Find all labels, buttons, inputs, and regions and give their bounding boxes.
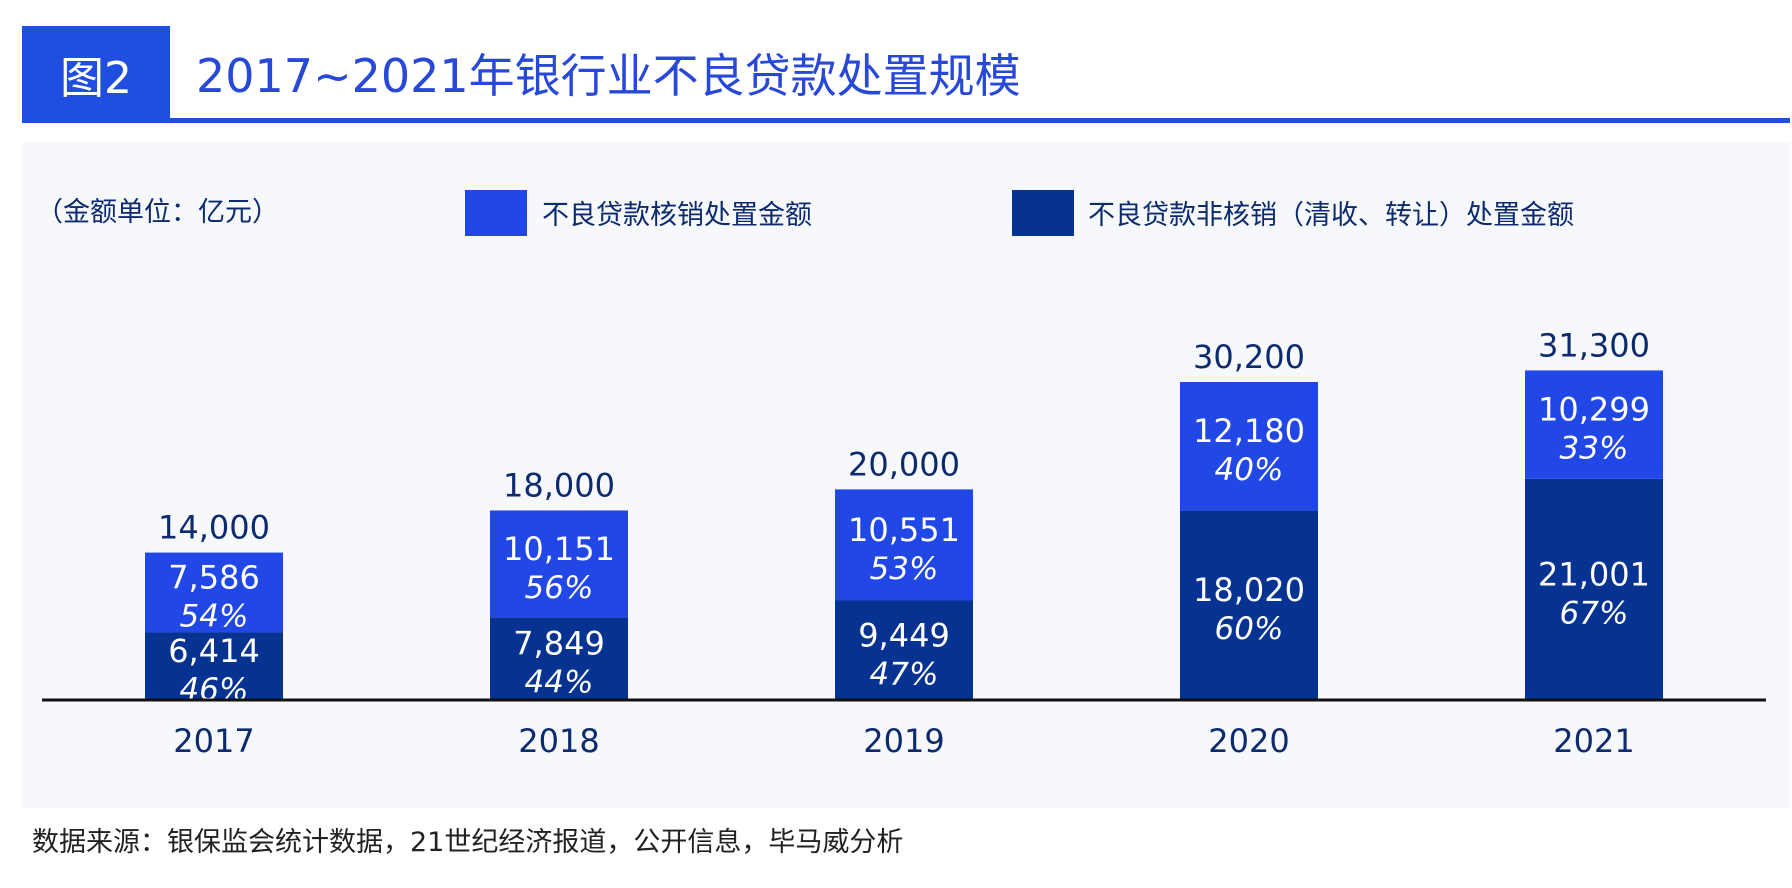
value-label-nonwriteoff-2017: 6,414 xyxy=(168,632,260,670)
percent-label-nonwriteoff-2019: 47% xyxy=(870,656,939,692)
total-label-2018: 18,000 xyxy=(503,466,615,504)
total-label-2020: 30,200 xyxy=(1193,338,1305,376)
bar-nonwriteoff-2019 xyxy=(835,600,973,700)
value-label-nonwriteoff-2021: 21,001 xyxy=(1538,555,1650,593)
total-label-2017: 14,000 xyxy=(158,509,270,547)
stacked-bar-chart: （金额单位：亿元） 不良贷款核销处置金额 不良贷款非核销（清收、转让）处置金额 6,4… xyxy=(36,190,1766,760)
percent-label-nonwriteoff-2017: 46% xyxy=(180,672,249,708)
unit-label: （金额单位：亿元） xyxy=(36,197,279,228)
value-label-nonwriteoff-2018: 7,849 xyxy=(513,625,605,663)
percent-label-writeoff-2018: 56% xyxy=(525,570,594,606)
value-label-writeoff-2021: 10,299 xyxy=(1538,391,1650,429)
bar-writeoff-2020 xyxy=(1180,381,1318,511)
title-rule xyxy=(22,118,1790,123)
legend-swatch-writeoff xyxy=(465,190,527,236)
x-tick-label-2018: 2018 xyxy=(518,722,599,760)
legend-label-nonwriteoff: 不良贷款非核销（清收、转让）处置金额 xyxy=(1088,200,1574,231)
value-label-nonwriteoff-2020: 18,020 xyxy=(1193,571,1305,609)
total-label-2021: 31,300 xyxy=(1538,326,1650,364)
legend-label-writeoff: 不良贷款核销处置金额 xyxy=(542,200,812,231)
percent-label-writeoff-2019: 53% xyxy=(870,551,939,587)
percent-label-writeoff-2021: 33% xyxy=(1560,431,1629,467)
x-tick-label-2021: 2021 xyxy=(1553,722,1634,760)
percent-label-nonwriteoff-2021: 67% xyxy=(1560,595,1629,631)
bar-nonwriteoff-2017 xyxy=(145,632,283,700)
value-label-nonwriteoff-2019: 9,449 xyxy=(858,616,950,654)
x-tick-label-2020: 2020 xyxy=(1208,722,1289,760)
percent-label-nonwriteoff-2020: 60% xyxy=(1215,611,1284,647)
source-note: 数据来源：银保监会统计数据，21世纪经济报道，公开信息，毕马威分析 xyxy=(32,827,904,858)
bar-writeoff-2018 xyxy=(490,510,628,618)
bar-writeoff-2017 xyxy=(145,552,283,633)
x-tick-label-2017: 2017 xyxy=(173,722,254,760)
percent-label-nonwriteoff-2018: 44% xyxy=(525,665,594,701)
figure-badge: 图2 xyxy=(22,26,170,122)
percent-label-writeoff-2020: 40% xyxy=(1215,452,1284,488)
percent-label-writeoff-2017: 54% xyxy=(180,599,249,635)
bar-nonwriteoff-2020 xyxy=(1180,510,1318,700)
value-label-writeoff-2017: 7,586 xyxy=(168,559,260,597)
value-label-writeoff-2019: 10,551 xyxy=(848,511,960,549)
x-tick-label-2019: 2019 xyxy=(863,722,944,760)
value-label-writeoff-2020: 12,180 xyxy=(1193,412,1305,450)
bar-writeoff-2021 xyxy=(1525,370,1663,479)
bar-nonwriteoff-2018 xyxy=(490,617,628,700)
bar-writeoff-2019 xyxy=(835,489,973,601)
page-title: 2017~2021年银行业不良贷款处置规模 xyxy=(196,49,1021,103)
legend-swatch-nonwriteoff xyxy=(1012,190,1074,236)
total-label-2019: 20,000 xyxy=(848,445,960,483)
value-label-writeoff-2018: 10,151 xyxy=(503,530,615,568)
chart-panel: （金额单位：亿元） 不良贷款核销处置金额 不良贷款非核销（清收、转让）处置金额 6,4… xyxy=(22,142,1790,808)
bar-nonwriteoff-2021 xyxy=(1525,478,1663,700)
